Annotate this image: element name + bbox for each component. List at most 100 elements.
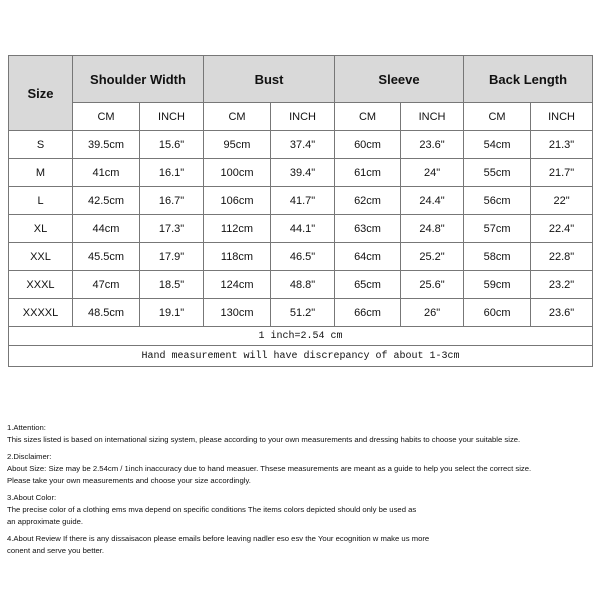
size-header: Size bbox=[8, 55, 73, 131]
measurement: 21.3" bbox=[530, 130, 594, 159]
size-label: M bbox=[8, 158, 73, 187]
measurement: 42.5cm bbox=[72, 186, 140, 215]
measurement: 39.4" bbox=[269, 158, 336, 187]
measurement: 44cm bbox=[72, 214, 140, 243]
measurement: 57cm bbox=[463, 214, 532, 243]
measurement: 47cm bbox=[72, 270, 140, 299]
measurement: 39.5cm bbox=[72, 130, 140, 159]
size-row: XXL 45.5cm 17.9" 118cm 46.5" 64cm 25.2" 58cm 22.… bbox=[8, 242, 594, 271]
size-label: XL bbox=[8, 214, 73, 243]
note-paragraph: 2.Disclaimer: About Size: Size may be 2.5… bbox=[7, 451, 597, 486]
measurement: 19.1" bbox=[139, 298, 204, 327]
group-header: Sleeve bbox=[334, 55, 465, 103]
note-line: The precise color of a clothing ems mva … bbox=[7, 504, 417, 514]
measurement: 106cm bbox=[203, 186, 271, 215]
measurement: 130cm bbox=[203, 298, 271, 327]
measurement: 22" bbox=[530, 186, 594, 215]
measurement: 22.4" bbox=[530, 214, 594, 243]
measurement: 56cm bbox=[463, 186, 532, 215]
size-row: L 42.5cm 16.7" 106cm 41.7" 62cm 24.4" 56cm 22" bbox=[8, 186, 594, 215]
footnote: 1 inch=2.54 cm bbox=[7, 326, 594, 346]
size-table: Size Shoulder Width Bust Sleeve Back Length C… bbox=[7, 55, 594, 367]
measurement: 60cm bbox=[334, 130, 402, 159]
notes: 1.Attention: This sizes listed is based o… bbox=[7, 422, 597, 562]
size-label: L bbox=[8, 186, 73, 215]
note-paragraph: 3.About Color: The precise color of a clo… bbox=[7, 492, 597, 527]
note-paragraph: 1.Attention: This sizes listed is based o… bbox=[7, 422, 597, 446]
unit-header: INCH bbox=[139, 102, 204, 131]
measurement: 37.4" bbox=[269, 130, 336, 159]
size-label: XXXXL bbox=[8, 298, 73, 327]
measurement: 22.8" bbox=[530, 242, 594, 271]
unit-header: CM bbox=[72, 102, 140, 131]
measurement: 60cm bbox=[463, 298, 532, 327]
measurement: 17.9" bbox=[139, 242, 204, 271]
size-row: M 41cm 16.1" 100cm 39.4" 61cm 24" 55cm 21.7" bbox=[8, 158, 594, 187]
note-line: conent and serve you better. bbox=[7, 545, 105, 555]
unit-header: INCH bbox=[530, 102, 594, 131]
note-line: About Size: Size may be 2.54cm / 1inch i… bbox=[7, 463, 532, 473]
note-line: This sizes listed is based on internatio… bbox=[7, 434, 521, 444]
size-row: XXXXL 48.5cm 19.1" 130cm 51.2" 66cm 26" 60cm 23.… bbox=[8, 298, 594, 327]
note-heading: 4.About Review If there is any dissaisac… bbox=[7, 533, 430, 543]
measurement: 95cm bbox=[203, 130, 271, 159]
measurement: 16.7" bbox=[139, 186, 204, 215]
measurement: 44.1" bbox=[269, 214, 336, 243]
group-header: Back Length bbox=[463, 55, 594, 103]
footnote-row: 1 inch=2.54 cm bbox=[7, 326, 594, 346]
note-heading: 1.Attention: bbox=[7, 423, 46, 432]
footnote-row: Hand measurement will have discrepancy o… bbox=[7, 345, 594, 367]
note-heading: 3.About Color: bbox=[7, 492, 57, 502]
measurement: 65cm bbox=[334, 270, 402, 299]
measurement: 24.4" bbox=[400, 186, 465, 215]
measurement: 48.8" bbox=[269, 270, 336, 299]
measurement: 62cm bbox=[334, 186, 402, 215]
measurement: 63cm bbox=[334, 214, 402, 243]
measurement: 58cm bbox=[463, 242, 532, 271]
size-row: XXXL 47cm 18.5" 124cm 48.8" 65cm 25.6" 59cm 23.2… bbox=[8, 270, 594, 299]
measurement: 41.7" bbox=[269, 186, 336, 215]
note-line: an approximate guide. bbox=[7, 516, 84, 526]
measurement: 23.6" bbox=[400, 130, 465, 159]
unit-header: CM bbox=[463, 102, 532, 131]
measurement: 23.6" bbox=[530, 298, 594, 327]
measurement: 118cm bbox=[203, 242, 271, 271]
note-line: Please take your own measurements and ch… bbox=[7, 475, 251, 485]
table-body: Size Shoulder Width Bust Sleeve Back Length C… bbox=[7, 55, 594, 367]
measurement: 59cm bbox=[463, 270, 532, 299]
group-header: Shoulder Width bbox=[72, 55, 204, 103]
measurement: 25.6" bbox=[400, 270, 465, 299]
size-row: XL 44cm 17.3" 112cm 44.1" 63cm 24.8" 57cm 22.4" bbox=[8, 214, 594, 243]
measurement: 66cm bbox=[334, 298, 402, 327]
size-label: XXL bbox=[8, 242, 73, 271]
measurement: 24.8" bbox=[400, 214, 465, 243]
header-row: Size Shoulder Width Bust Sleeve Back Length bbox=[8, 55, 594, 131]
measurement: 41cm bbox=[72, 158, 140, 187]
unit-header: INCH bbox=[400, 102, 465, 131]
unit-header: CM bbox=[334, 102, 402, 131]
measurement: 64cm bbox=[334, 242, 402, 271]
size-row: S 39.5cm 15.6" 95cm 37.4" 60cm 23.6" 54cm 21.3" bbox=[8, 130, 594, 159]
measurement: 51.2" bbox=[269, 298, 336, 327]
measurement: 16.1" bbox=[139, 158, 204, 187]
unit-header: CM bbox=[203, 102, 271, 131]
measurement: 25.2" bbox=[400, 242, 465, 271]
measurement: 26" bbox=[400, 298, 465, 327]
measurement: 24" bbox=[400, 158, 465, 187]
measurement: 23.2" bbox=[530, 270, 594, 299]
measurement: 61cm bbox=[334, 158, 402, 187]
footnote: Hand measurement will have discrepancy o… bbox=[7, 345, 594, 367]
measurement: 112cm bbox=[203, 214, 271, 243]
measurement: 46.5" bbox=[269, 242, 336, 271]
note-heading: 2.Disclaimer: bbox=[7, 452, 52, 462]
measurement: 17.3" bbox=[139, 214, 204, 243]
measurement: 21.7" bbox=[530, 158, 594, 187]
unit-row: CM INCH CM INCH CM INCH CM INCH bbox=[9, 102, 594, 131]
measurement: 45.5cm bbox=[72, 242, 140, 271]
measurement: 124cm bbox=[203, 270, 271, 299]
size-label: S bbox=[8, 130, 73, 159]
measurement: 48.5cm bbox=[72, 298, 140, 327]
measurement: 18.5" bbox=[139, 270, 204, 299]
measurement: 15.6" bbox=[139, 130, 204, 159]
